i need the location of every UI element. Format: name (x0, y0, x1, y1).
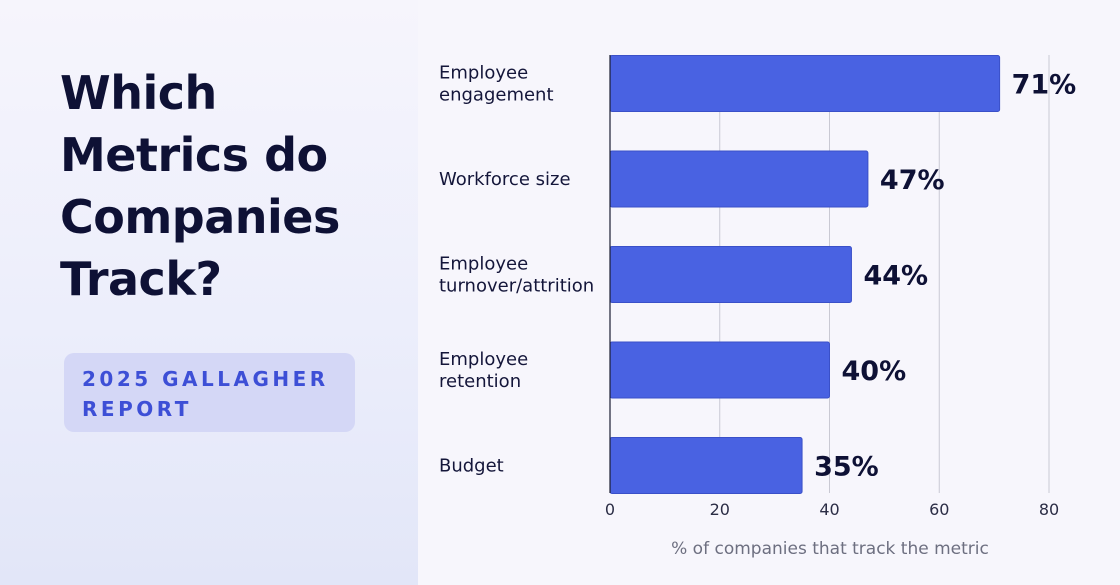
bar (609, 55, 1001, 112)
bar-value-label: 40% (842, 356, 907, 387)
chart-panel: 71% Employee engagement 47% Workforce size 44… (418, 0, 1120, 585)
x-tick-label: 40 (819, 500, 839, 519)
category-label: Employee turnover/attrition (439, 254, 594, 297)
x-tick-label: 80 (1039, 500, 1059, 519)
x-tick-label: 0 (605, 500, 615, 519)
title-line: Track? (60, 252, 222, 306)
bar (609, 246, 852, 303)
bar-value-label: 47% (880, 165, 945, 196)
badge-line: 2025 GALLAGHER (82, 367, 329, 391)
bar (609, 341, 830, 399)
title-panel: Which Metrics do Companies Track? 2025 G… (0, 0, 418, 585)
title-line: Companies (60, 190, 340, 244)
bar (609, 150, 869, 208)
title-line: Metrics do (60, 128, 328, 182)
x-tick-label: 60 (929, 500, 949, 519)
x-tick-label: 20 (710, 500, 730, 519)
bar-chart: 71% Employee engagement 47% Workforce size 44… (439, 55, 1077, 559)
page-title: Which Metrics do Companies Track? (60, 62, 400, 310)
bar-value-label: 71% (1012, 70, 1077, 101)
category-label: Employee retention (439, 349, 528, 392)
bar-value-label: 44% (863, 261, 928, 292)
bar-value-label: 35% (814, 452, 879, 483)
badge-line: REPORT (82, 397, 192, 421)
bar (609, 437, 803, 494)
category-label: Budget (439, 456, 504, 477)
report-badge: 2025 GALLAGHER REPORT (64, 353, 355, 432)
category-label: Employee engagement (439, 63, 554, 106)
title-line: Which (60, 66, 217, 120)
x-axis-title: % of companies that track the metric (671, 539, 989, 559)
category-label: Workforce size (439, 169, 571, 190)
